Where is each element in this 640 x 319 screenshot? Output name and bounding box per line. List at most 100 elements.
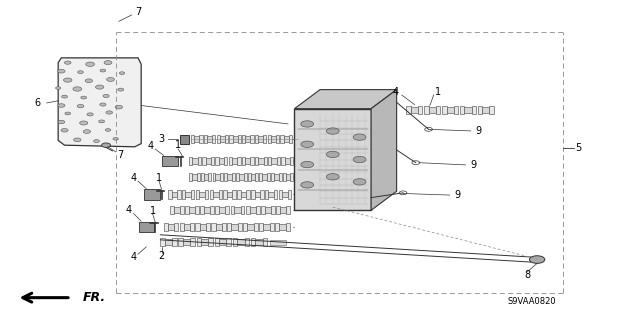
Bar (227, 192, 232, 197)
Bar (201, 173, 204, 181)
Circle shape (81, 96, 86, 99)
Text: 4: 4 (131, 252, 136, 262)
Bar (219, 158, 224, 164)
Bar (220, 136, 225, 142)
Bar (248, 173, 251, 181)
Bar (170, 205, 174, 214)
Bar (161, 238, 165, 246)
Bar (250, 135, 253, 143)
Bar (192, 174, 196, 180)
Bar (220, 239, 227, 245)
Bar (189, 173, 192, 181)
Bar (212, 173, 216, 181)
Bar (262, 174, 267, 180)
Bar (472, 106, 476, 115)
Bar (255, 157, 259, 165)
Circle shape (73, 87, 82, 91)
Bar (196, 238, 201, 246)
Text: 4: 4 (131, 173, 136, 183)
Bar (243, 223, 248, 231)
Bar (195, 223, 200, 231)
Bar (264, 157, 267, 165)
Circle shape (74, 138, 81, 142)
Bar (483, 108, 490, 113)
Bar (204, 207, 210, 212)
Bar (174, 207, 180, 212)
Bar (280, 135, 284, 143)
Bar (283, 173, 285, 181)
Bar (216, 224, 222, 230)
Bar (282, 157, 285, 165)
Bar (209, 190, 213, 198)
Bar (290, 157, 293, 165)
Bar (288, 190, 291, 198)
Circle shape (326, 151, 339, 158)
Bar (205, 158, 211, 164)
Bar (193, 158, 198, 164)
Bar (179, 238, 183, 246)
Bar (465, 108, 472, 113)
Circle shape (86, 62, 95, 66)
Bar (216, 174, 220, 180)
Bar (232, 136, 237, 142)
Bar (274, 174, 278, 180)
Circle shape (353, 134, 366, 140)
Bar (258, 136, 263, 142)
Bar (251, 238, 255, 246)
Text: 4: 4 (392, 87, 399, 97)
Bar (244, 173, 246, 181)
Bar (172, 238, 177, 246)
Polygon shape (371, 90, 397, 210)
Text: FR.: FR. (83, 291, 106, 304)
Bar (179, 135, 189, 144)
Bar (202, 157, 205, 165)
Text: 9: 9 (470, 160, 476, 170)
Bar (222, 223, 226, 231)
Circle shape (301, 161, 314, 168)
Bar (265, 190, 268, 198)
Polygon shape (58, 58, 141, 147)
Bar (237, 135, 241, 143)
Bar (163, 156, 177, 166)
Bar (191, 135, 195, 143)
Bar (406, 106, 411, 115)
Bar (200, 205, 204, 214)
Circle shape (301, 182, 314, 188)
Bar (256, 205, 260, 214)
Bar (255, 173, 259, 181)
Bar (255, 135, 258, 143)
Bar (232, 190, 236, 198)
Bar (191, 190, 195, 198)
Bar (179, 223, 184, 231)
Text: 1: 1 (435, 87, 441, 97)
Bar (246, 205, 250, 214)
Bar (260, 190, 264, 198)
Circle shape (301, 121, 314, 127)
Circle shape (106, 111, 113, 114)
Bar (264, 224, 270, 230)
Bar (189, 157, 193, 165)
Bar (211, 157, 214, 165)
Bar (289, 135, 292, 143)
Bar (268, 135, 271, 143)
Bar (241, 205, 244, 214)
Circle shape (103, 94, 109, 98)
Circle shape (77, 71, 83, 74)
Bar (233, 238, 237, 246)
Bar (227, 238, 231, 246)
Bar (213, 192, 219, 197)
Circle shape (95, 85, 104, 89)
Bar (223, 190, 227, 198)
Bar (186, 192, 191, 197)
Bar (207, 136, 212, 142)
Circle shape (529, 256, 545, 263)
Bar (285, 174, 291, 180)
Bar (225, 135, 228, 143)
Bar (276, 157, 280, 165)
Bar (206, 223, 210, 231)
Bar (165, 239, 172, 245)
Bar (265, 207, 271, 212)
Circle shape (120, 72, 125, 74)
Bar (454, 106, 458, 115)
Bar (245, 158, 250, 164)
